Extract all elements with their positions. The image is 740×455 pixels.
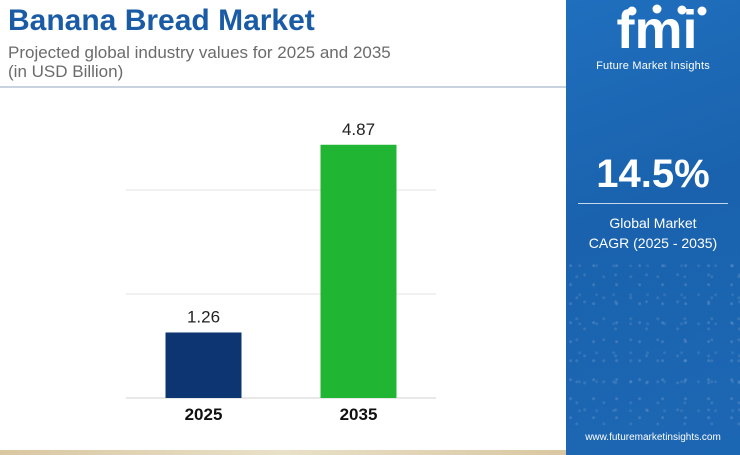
x-tick-label-2025: 2025 [185,405,223,424]
sidebar-texture [566,260,740,430]
header-divider [0,86,566,88]
data-label-2035: 4.87 [342,120,375,139]
chart-title: Banana Bread Market [8,4,315,37]
insight-sidebar: fmi Future Market Insights 14.5% Global … [566,0,740,455]
bar-2035 [320,144,397,398]
cagr-label-line-1: Global Market [609,215,697,231]
bar-2025 [165,332,242,398]
x-tick-label-2035: 2035 [340,405,378,424]
bottom-stripe [0,450,566,455]
logo-dot-icon [627,6,637,16]
cagr-label: Global Market CAGR (2025 - 2035) [566,213,740,253]
bar-chart: 1.26 2025 4.87 2035 [126,120,436,424]
brand-caption: Future Market Insights [596,60,710,72]
subtitle-line-1: Projected global industry values for 202… [8,43,391,62]
subtitle-line-2: (in USD Billion) [8,62,124,81]
logo-dot-icon [677,5,687,15]
cagr-value: 14.5% [596,152,710,196]
website-link[interactable]: www.futuremarketinsights.com [585,432,721,443]
logo-dot-icon [697,6,707,16]
chart-panel: Banana Bread Market Projected global ind… [0,4,566,455]
chart-subtitle: Projected global industry values for 202… [8,43,391,81]
data-label-2025: 1.26 [187,307,220,326]
cagr-divider [578,203,728,204]
cagr-label-line-2: CAGR (2025 - 2035) [588,235,718,251]
logo-dot-icon [652,4,662,14]
fmi-logo: fmi [617,2,707,54]
